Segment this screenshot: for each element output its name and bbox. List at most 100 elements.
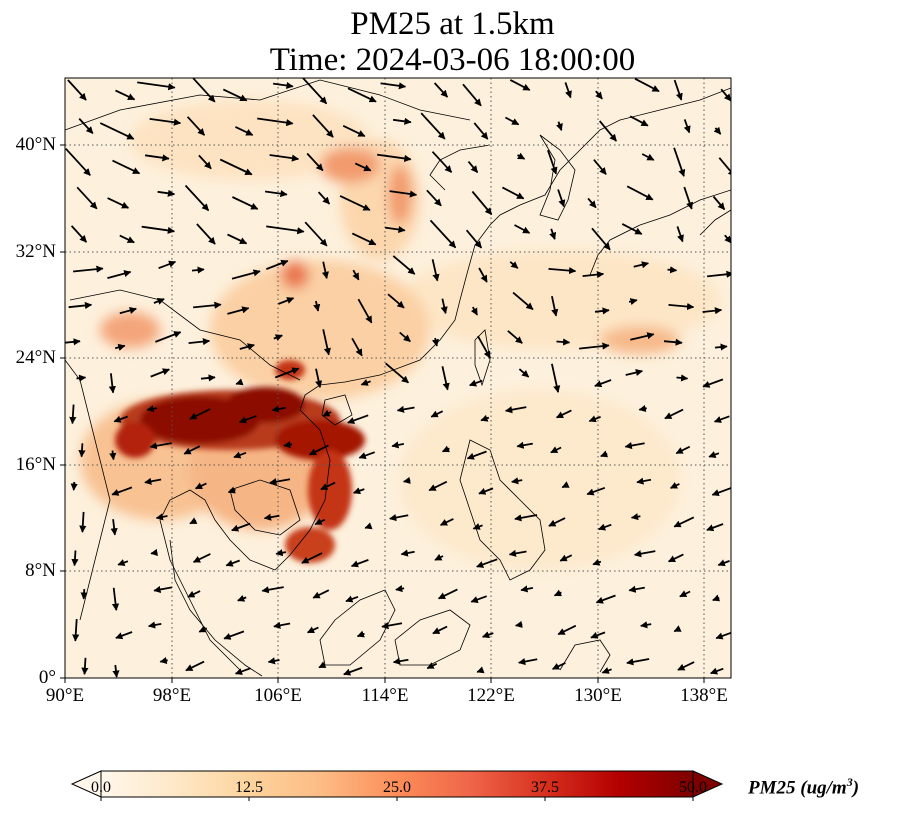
wind-arrow <box>80 589 88 600</box>
wind-arrow <box>636 477 652 485</box>
wind-arrow <box>437 588 458 600</box>
wind-arrow <box>555 409 572 419</box>
wind-arrow <box>713 415 730 423</box>
wind-arrow <box>81 657 89 675</box>
wind-arrow <box>478 267 488 283</box>
wind-arrow <box>274 367 300 379</box>
wind-arrow <box>472 523 483 530</box>
wind-arrow <box>157 189 176 197</box>
wind-arrow <box>470 595 488 603</box>
wind-arrow <box>399 331 411 343</box>
wind-arrow <box>315 368 323 389</box>
wind-arrow <box>350 559 369 568</box>
wind-arrow <box>112 664 120 678</box>
wind-arrow <box>339 195 371 211</box>
wind-arrow <box>301 78 328 105</box>
wind-arrow <box>673 79 683 101</box>
wind-arrow <box>559 554 573 562</box>
wind-arrow <box>720 88 731 102</box>
wind-arrow <box>714 343 728 351</box>
wind-arrow <box>149 118 182 126</box>
wind-arrow <box>556 338 571 346</box>
wind-arrow <box>471 190 493 216</box>
wind-arrow <box>392 117 412 125</box>
wind-arrow <box>377 153 412 162</box>
colorbar-tick-label: 50.0 <box>679 779 707 796</box>
wind-arrow <box>626 658 650 666</box>
wind-arrow <box>72 619 80 642</box>
wind-arrow <box>592 558 602 566</box>
wind-arrow <box>588 415 601 423</box>
wind-arrow <box>586 486 606 496</box>
wind-arrow <box>482 631 494 639</box>
wind-arrow <box>384 225 406 234</box>
wind-arrow <box>358 451 376 459</box>
wind-arrow <box>431 259 440 282</box>
wind-arrow <box>551 662 566 670</box>
wind-arrow <box>225 559 241 567</box>
wind-arrow <box>549 228 557 240</box>
wind-arrow <box>598 523 612 531</box>
wind-arrow <box>400 549 415 557</box>
wind-arrow <box>441 445 450 453</box>
wind-arrow <box>269 478 291 486</box>
wind-arrow <box>711 487 731 497</box>
wind-arrow <box>147 621 162 629</box>
wind-arrow <box>76 186 98 210</box>
wind-arrow <box>360 379 371 386</box>
wind-arrow <box>669 482 680 489</box>
wind-arrow <box>466 450 487 460</box>
wind-arrow <box>476 666 485 674</box>
wind-arrow <box>111 486 133 496</box>
wind-arrow <box>312 589 330 599</box>
wind-arrow <box>239 343 255 351</box>
wind-arrow <box>507 330 523 344</box>
wind-arrow <box>702 378 724 388</box>
wind-arrow <box>465 229 483 249</box>
wind-arrow <box>514 620 523 628</box>
wind-arrow <box>222 88 248 102</box>
wind-arrow <box>380 82 407 90</box>
wind-arrow <box>593 159 607 175</box>
wind-arrow <box>633 550 656 558</box>
wind-arrow <box>71 550 79 567</box>
wind-arrow <box>158 260 177 270</box>
wind-arrow <box>595 90 603 100</box>
wind-arrow <box>320 481 336 491</box>
wind-arrow <box>548 266 577 275</box>
wind-arrow <box>392 657 409 665</box>
wind-arrow <box>508 549 527 557</box>
wind-arrow <box>231 522 251 532</box>
wind-arrow <box>434 553 444 561</box>
colorbar-tick-label: 25.0 <box>383 779 411 796</box>
wind-arrow <box>235 378 244 386</box>
wind-arrow <box>306 626 319 634</box>
wind-arrow <box>188 338 211 346</box>
wind-arrow <box>227 486 236 494</box>
wind-arrow <box>640 621 652 629</box>
wind-arrow <box>267 657 280 665</box>
wind-arrow <box>67 79 87 101</box>
wind-arrow <box>304 221 328 247</box>
wind-arrow <box>628 585 645 593</box>
wind-arrow <box>501 186 525 200</box>
wind-arrow <box>550 446 562 454</box>
wind-arrow <box>676 374 689 382</box>
wind-arrow <box>470 306 478 316</box>
wind-arrow <box>594 307 610 315</box>
wind-arrow <box>439 518 454 526</box>
wind-arrow <box>65 338 81 346</box>
wind-arrow <box>275 549 286 557</box>
wind-arrow <box>322 329 331 356</box>
wind-arrow <box>313 300 321 312</box>
wind-arrow <box>322 409 332 417</box>
wind-arrow <box>579 342 610 350</box>
wind-arrow <box>257 117 294 127</box>
wind-arrow <box>233 451 247 459</box>
lon-tick-label: 106°E <box>254 685 302 706</box>
wind-arrow <box>518 368 530 378</box>
wind-arrow <box>478 487 494 495</box>
map-gridlines <box>65 78 731 678</box>
wind-arrow <box>191 266 205 274</box>
wind-arrow <box>264 190 288 198</box>
